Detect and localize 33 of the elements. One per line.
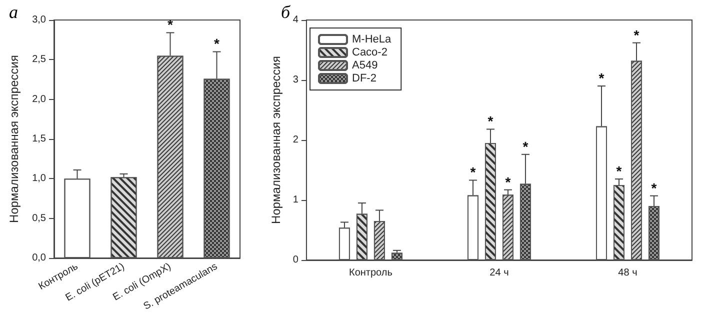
annotation: * [651,180,658,196]
y-tick-label: 1,5 [32,134,46,144]
y-tick-label: 0,5 [32,212,46,224]
legend-label: A549 [352,60,378,72]
y-tick-label: 2,0 [32,94,46,105]
legend-label: Caco-2 [352,46,388,58]
x-tick-label: 24 ч [490,268,509,278]
legend-label: DF-2 [352,72,376,84]
annotation: * [505,174,512,190]
annotation: * [214,36,220,52]
annotation: * [488,113,494,130]
y-tick-label: 3 [292,74,299,86]
annotation: * [522,138,529,154]
chart-title: а [9,2,18,22]
chart-title: б [281,2,291,22]
y-axis-title: Нормализованная экспрессия [269,56,283,224]
annotation: * [616,163,622,179]
x-tick-label: 48 ч [618,268,638,278]
y-tick-label: 0 [292,254,299,266]
annotation: * [470,164,476,180]
annotation: * [598,70,605,86]
y-tick-label: 1,0 [32,173,46,184]
y-tick-label: 0,0 [32,252,46,264]
y-tick-label: 4 [292,14,299,26]
annotation: * [168,16,174,33]
y-axis-title: Нормализованная экспрессия [7,55,21,223]
y-tick-label: 2,5 [32,54,46,66]
x-tick-label: Контроль [349,268,392,278]
y-tick-label: 3,0 [32,14,46,26]
y-tick-label: 1 [292,194,299,206]
annotation: * [634,26,640,43]
y-tick-label: 2 [292,134,299,146]
legend-label: M-HeLa [352,34,392,46]
